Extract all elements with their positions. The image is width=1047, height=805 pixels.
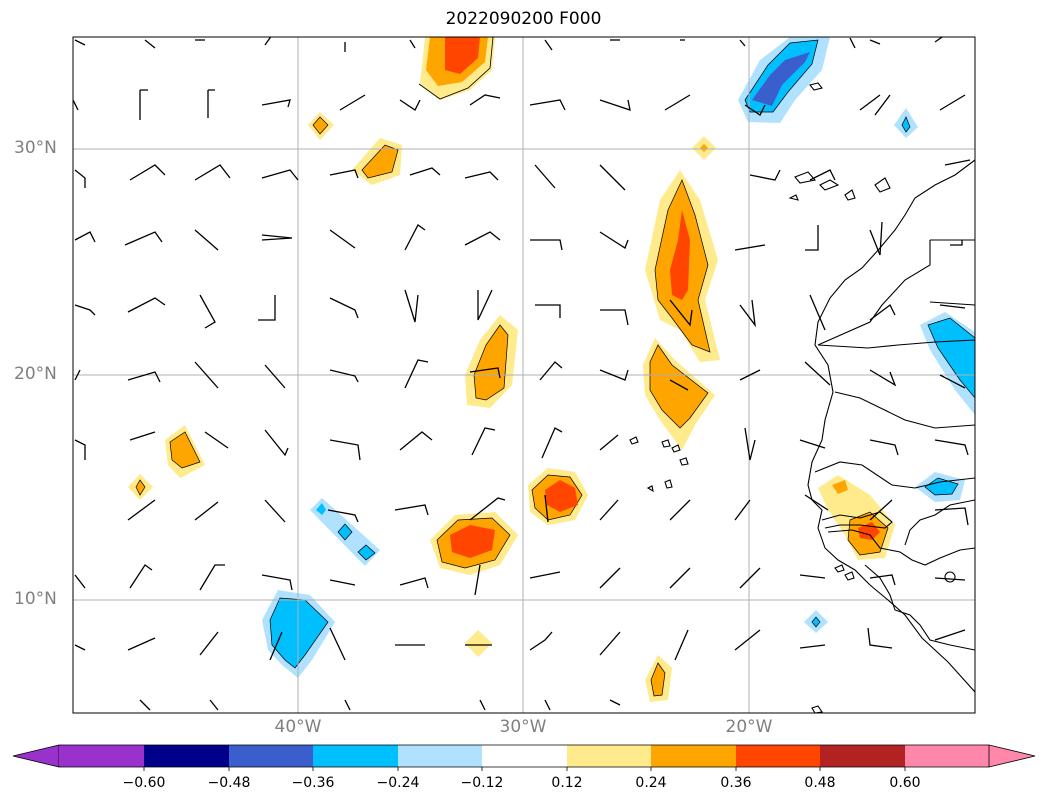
colorbar-bin	[398, 745, 482, 767]
colorbar-tick-label: 0.36	[720, 775, 752, 791]
colorbar-bin	[736, 745, 820, 767]
lon-label-40w: 40°W	[274, 717, 322, 737]
coastlines	[629, 82, 975, 713]
colorbar-bin	[144, 745, 229, 767]
colorbar-bin	[482, 745, 567, 767]
lon-label-30w: 30°W	[499, 717, 547, 737]
map-title: 2022090200 F000	[445, 9, 602, 29]
colorbar-bin	[313, 745, 398, 767]
map-content	[73, 37, 975, 713]
lat-label-10n: 10°N	[14, 589, 57, 609]
colorbar-tick-label: −0.36	[291, 775, 335, 791]
anomaly-shading	[128, 37, 975, 702]
plot-frame	[72, 36, 976, 714]
colorbar-tick-label: −0.12	[460, 775, 504, 791]
lat-label-20n: 20°N	[14, 364, 57, 384]
colorbar-bin	[905, 745, 989, 767]
lon-label-20w: 20°W	[725, 717, 773, 737]
lat-label-30n: 30°N	[14, 138, 57, 158]
colorbar-bin	[59, 745, 144, 767]
colorbar-tick-label: −0.24	[376, 775, 420, 791]
colorbar-extend-high	[988, 744, 1036, 768]
colorbar-extend-low	[12, 744, 60, 768]
colorbar-tick-label: −0.48	[207, 775, 251, 791]
colorbar-tick-label: 0.24	[635, 775, 667, 791]
colorbar-bin	[820, 745, 905, 767]
wind-barbs	[73, 37, 971, 711]
colorbar-tick-label: 0.48	[804, 775, 836, 791]
colorbar-bin	[567, 745, 651, 767]
colorbar-tick-label: 0.60	[889, 775, 921, 791]
colorbar-tick-label: 0.12	[551, 775, 583, 791]
colorbar	[12, 744, 1036, 771]
colorbar-bin	[651, 745, 736, 767]
colorbar-tick-label: −0.60	[122, 775, 166, 791]
colorbar-bin	[229, 745, 313, 767]
